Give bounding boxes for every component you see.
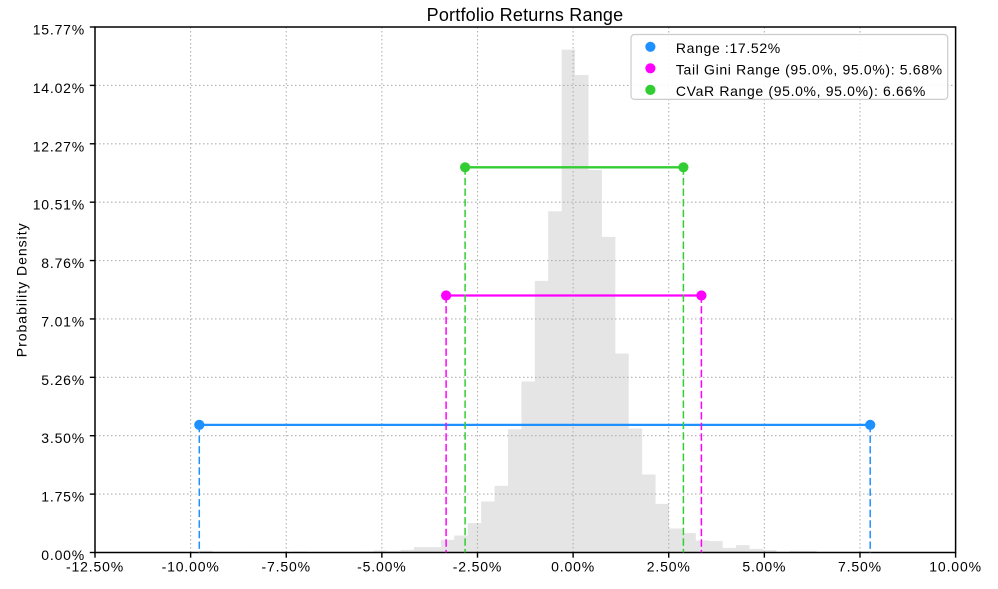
svg-text:Tail Gini Range (95.0%, 95.0%): Tail Gini Range (95.0%, 95.0%): 5.68%	[676, 62, 943, 78]
svg-text:7.01%: 7.01%	[41, 313, 85, 329]
svg-text:7.50%: 7.50%	[838, 558, 882, 574]
svg-text:10.00%: 10.00%	[929, 558, 982, 574]
svg-text:8.76%: 8.76%	[41, 255, 85, 271]
svg-text:-12.50%: -12.50%	[66, 558, 124, 574]
svg-text:0.00%: 0.00%	[41, 547, 85, 563]
svg-text:12.27%: 12.27%	[33, 138, 85, 154]
svg-text:3.50%: 3.50%	[41, 430, 85, 446]
svg-text:5.26%: 5.26%	[41, 372, 85, 388]
svg-text:-2.50%: -2.50%	[453, 558, 502, 574]
svg-text:10.51%: 10.51%	[33, 197, 85, 213]
svg-text:CVaR Range (95.0%, 95.0%): 6.6: CVaR Range (95.0%, 95.0%): 6.66%	[676, 83, 926, 99]
svg-text:1.75%: 1.75%	[41, 489, 85, 505]
svg-text:-5.00%: -5.00%	[357, 558, 406, 574]
svg-text:5.00%: 5.00%	[742, 558, 786, 574]
svg-text:Probability Density: Probability Density	[14, 222, 30, 357]
svg-text:-7.50%: -7.50%	[262, 558, 311, 574]
svg-text:14.02%: 14.02%	[33, 80, 85, 96]
svg-text:Portfolio Returns Range: Portfolio Returns Range	[427, 5, 624, 25]
svg-text:0.00%: 0.00%	[551, 558, 595, 574]
svg-text:2.50%: 2.50%	[647, 558, 691, 574]
svg-text:-10.00%: -10.00%	[162, 558, 220, 574]
svg-text:15.77%: 15.77%	[33, 22, 85, 38]
svg-text:Range :17.52%: Range :17.52%	[676, 40, 781, 56]
